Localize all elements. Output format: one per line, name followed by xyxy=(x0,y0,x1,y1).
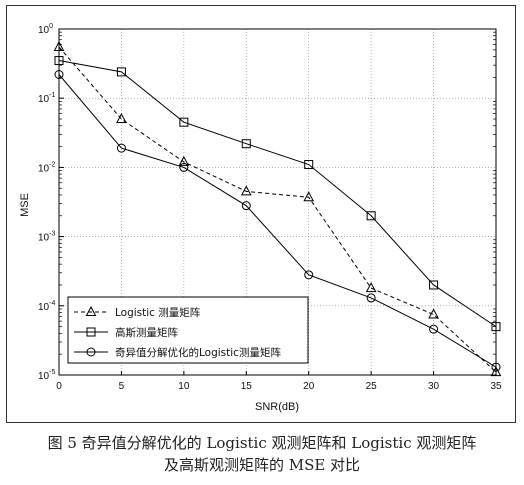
x-tick-label: 35 xyxy=(490,381,502,392)
x-tick-label: 15 xyxy=(241,381,253,392)
data-point-circle xyxy=(304,270,314,280)
data-point-square xyxy=(241,139,251,149)
y-tick-label: 10-5 xyxy=(38,369,55,382)
x-tick-label: 0 xyxy=(56,381,62,392)
figure-caption: 图 5 奇异值分解优化的 Logistic 观测矩阵和 Logistic 观测矩… xyxy=(0,432,524,476)
legend-marker-circle xyxy=(86,347,96,357)
data-point-circle xyxy=(241,201,251,211)
data-point-circle xyxy=(116,143,126,153)
legend-marker-square xyxy=(86,327,96,337)
plot-area xyxy=(58,28,497,376)
data-point-square xyxy=(304,160,314,170)
x-tick-label: 30 xyxy=(428,381,440,392)
y-tick-label: 10-2 xyxy=(38,161,55,174)
data-point-square xyxy=(429,280,439,290)
y-axis-ticks: 100 10-1 10-2 10-3 10-4 10-5 xyxy=(38,23,496,382)
x-axis-label: SNR(dB) xyxy=(255,401,299,413)
legend-label: Logistic 测量矩阵 xyxy=(115,306,201,319)
x-tick-label: 25 xyxy=(366,381,378,392)
data-point-square xyxy=(116,67,126,77)
legend-marker-triangle xyxy=(85,305,97,316)
mse-line-chart: 0 5 10 15 20 25 30 35 100 10-1 10-2 10-3 10-4 10-5 S… xyxy=(19,23,502,413)
data-point-circle xyxy=(366,293,376,303)
data-point-circle xyxy=(491,362,501,372)
series-lines xyxy=(58,46,497,373)
y-tick-label: 10-3 xyxy=(38,231,55,244)
y-axis-label: MSE xyxy=(19,193,31,217)
data-point-triangle xyxy=(53,40,65,51)
series-line-triangle xyxy=(58,46,497,373)
data-point-square xyxy=(491,322,501,332)
legend-label: 高斯测量矩阵 xyxy=(115,326,178,339)
series-line-square xyxy=(58,60,497,328)
data-point-triangle xyxy=(178,155,190,166)
x-tick-label: 5 xyxy=(119,381,125,392)
data-point-triangle xyxy=(240,185,252,196)
data-point-triangle xyxy=(116,112,127,124)
y-tick-label: 10-4 xyxy=(38,300,55,313)
series-markers xyxy=(53,40,502,377)
x-tick-label: 20 xyxy=(303,381,315,392)
data-point-triangle xyxy=(428,308,439,319)
data-point-triangle xyxy=(365,282,377,293)
series-line-circle xyxy=(58,74,497,368)
data-point-circle xyxy=(54,70,64,80)
y-tick-label: 100 xyxy=(38,23,53,36)
y-tick-label: 10-1 xyxy=(38,92,55,105)
data-point-square xyxy=(179,117,189,127)
caption-line-2: 及高斯观测矩阵的 MSE 对比 xyxy=(163,456,361,474)
legend-label: 奇异值分解优化的Logistic测量矩阵 xyxy=(115,346,281,359)
data-point-triangle xyxy=(490,366,502,377)
data-point-square xyxy=(366,211,376,221)
data-point-circle xyxy=(179,162,189,172)
data-point-triangle xyxy=(303,191,315,202)
x-tick-label: 10 xyxy=(178,381,190,392)
x-axis-ticks: 0 5 10 15 20 25 30 35 xyxy=(56,371,502,392)
data-point-square xyxy=(54,56,64,66)
data-point-circle xyxy=(429,324,439,334)
caption-line-1: 图 5 奇异值分解优化的 Logistic 观测矩阵和 Logistic 观测矩… xyxy=(47,434,477,452)
